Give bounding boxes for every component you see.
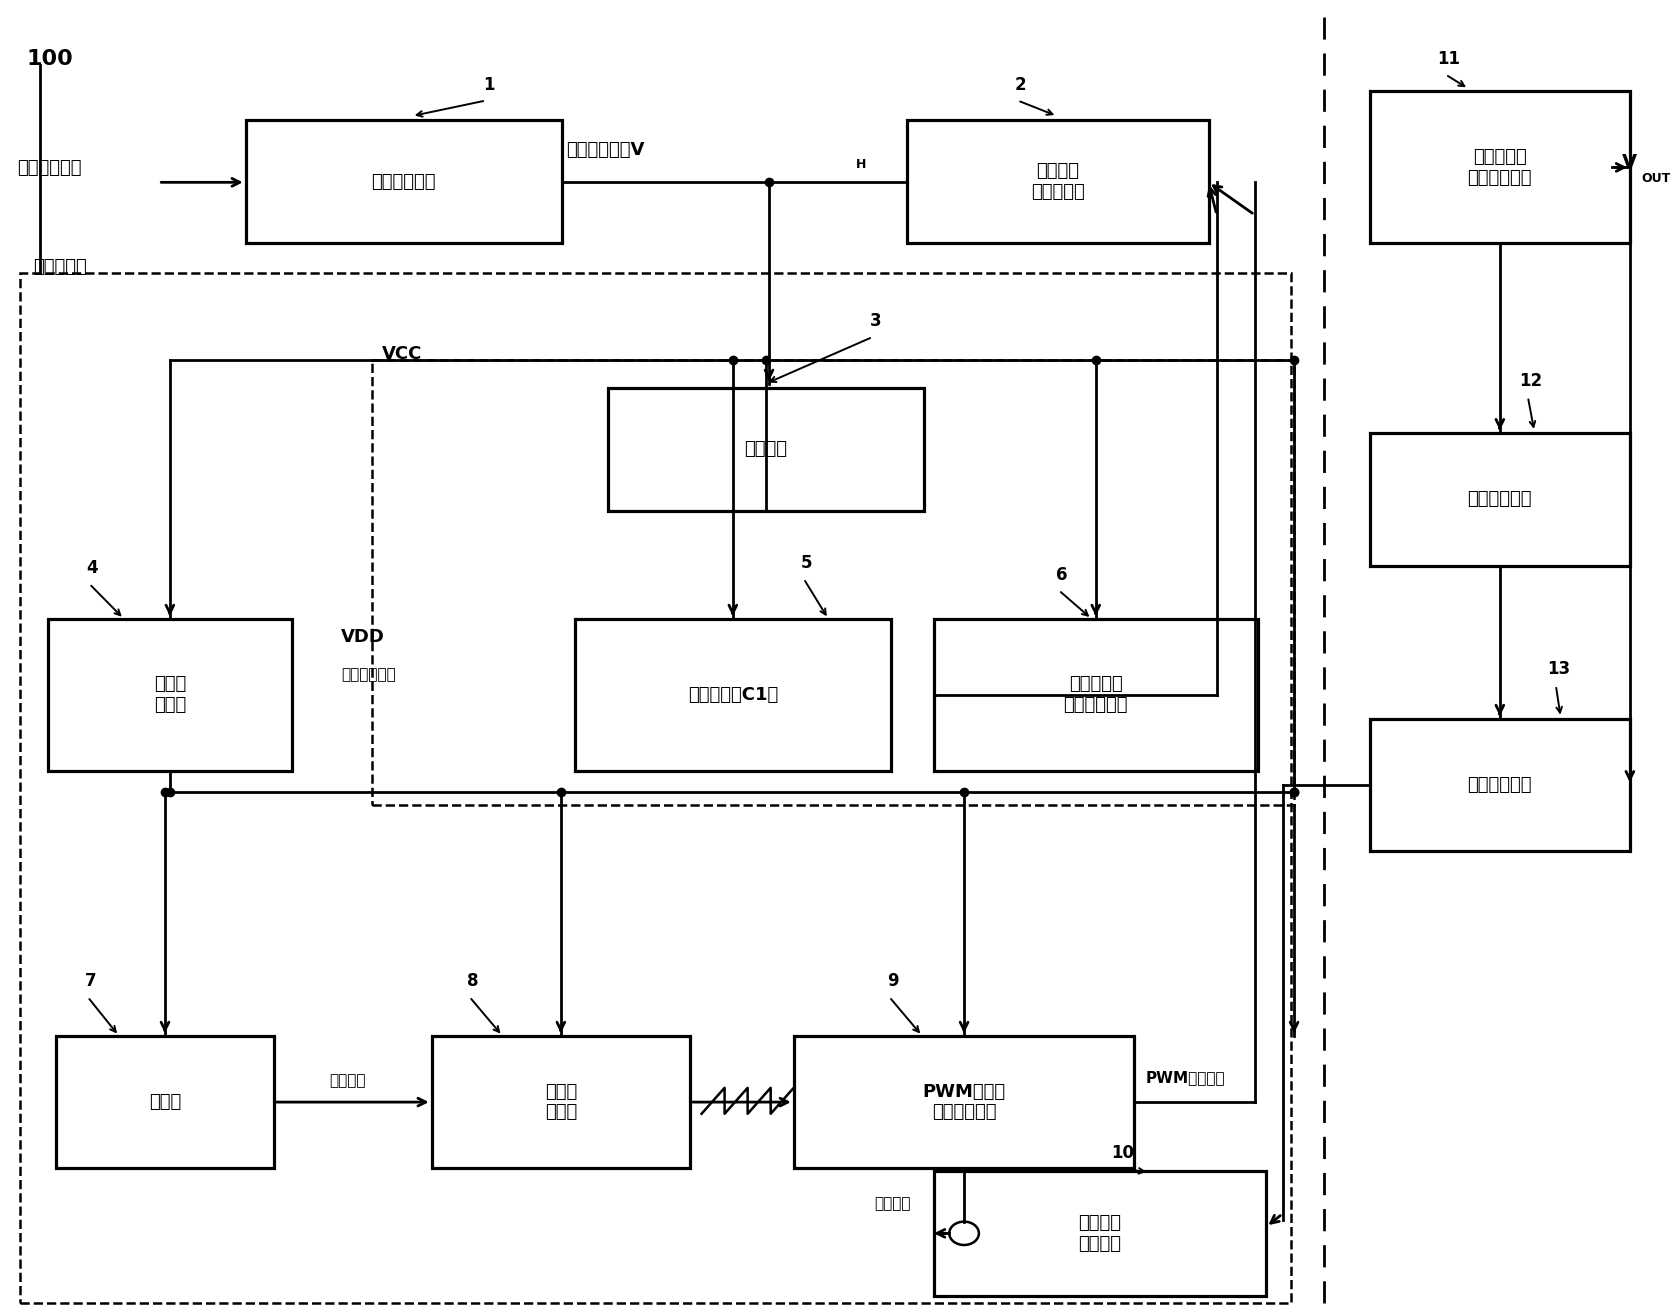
Text: 低压保
护电路: 低压保 护电路 <box>155 675 186 714</box>
Bar <box>57 1036 274 1169</box>
Bar <box>793 1036 1134 1169</box>
Bar <box>1369 718 1630 851</box>
Text: 误差放大电路: 误差放大电路 <box>1468 776 1532 794</box>
Text: PWM控制信号: PWM控制信号 <box>1146 1070 1225 1086</box>
Bar <box>49 618 292 771</box>
Text: PWM信号控
制和驱动电路: PWM信号控 制和驱动电路 <box>922 1083 1006 1121</box>
Text: 直流高压电平V: 直流高压电平V <box>566 140 645 159</box>
Text: VDD: VDD <box>341 628 385 646</box>
Text: 电源电容（C1）: 电源电容（C1） <box>687 685 778 704</box>
Text: 交流市电输入: 交流市电输入 <box>17 159 81 177</box>
Bar <box>934 1171 1267 1296</box>
Text: 辅助线圈及
输出整流电路: 辅助线圈及 输出整流电路 <box>1063 675 1127 714</box>
Text: 2: 2 <box>1015 76 1026 95</box>
Text: 误差取样电路: 误差取样电路 <box>1468 490 1532 508</box>
Text: 9: 9 <box>887 973 899 990</box>
Text: 误差信号: 误差信号 <box>874 1196 911 1211</box>
Bar <box>608 387 924 511</box>
Text: 充电电路: 充电电路 <box>744 440 788 458</box>
Bar <box>20 273 1290 1304</box>
Bar <box>1369 433 1630 566</box>
Text: 振荡器: 振荡器 <box>150 1094 181 1111</box>
Text: 控制电路电源: 控制电路电源 <box>341 667 396 681</box>
Bar <box>432 1036 690 1169</box>
Bar <box>934 618 1258 771</box>
Text: 1: 1 <box>484 76 496 95</box>
Text: 3: 3 <box>870 312 882 331</box>
Text: 7: 7 <box>86 973 97 990</box>
Text: 4: 4 <box>87 559 99 578</box>
Bar <box>575 618 890 771</box>
Bar <box>245 119 561 243</box>
Text: 10: 10 <box>1112 1144 1134 1162</box>
Text: 电源管理器: 电源管理器 <box>34 257 87 276</box>
Bar <box>1369 92 1630 243</box>
Text: 频率控制: 频率控制 <box>329 1073 366 1087</box>
Text: 8: 8 <box>467 973 479 990</box>
Text: 初级线圈
和开关电路: 初级线圈 和开关电路 <box>1032 163 1085 201</box>
Text: 光耦隔离
传输电路: 光耦隔离 传输电路 <box>1079 1215 1121 1253</box>
Bar <box>907 119 1208 243</box>
Text: 锯齿波
发生器: 锯齿波 发生器 <box>544 1083 576 1121</box>
Text: 11: 11 <box>1438 50 1460 68</box>
Text: 6: 6 <box>1057 566 1068 584</box>
Bar <box>373 360 1294 805</box>
Text: H: H <box>857 158 867 171</box>
Text: 次级线圈及
整流滤波电路: 次级线圈及 整流滤波电路 <box>1468 148 1532 186</box>
Text: VCC: VCC <box>383 345 423 362</box>
Text: 5: 5 <box>801 554 813 572</box>
Text: 整流滤波电路: 整流滤波电路 <box>371 173 435 190</box>
Text: 100: 100 <box>27 49 74 68</box>
Text: OUT: OUT <box>1641 172 1670 185</box>
Text: 13: 13 <box>1547 660 1571 679</box>
Text: 12: 12 <box>1519 372 1542 390</box>
Text: V: V <box>1621 154 1636 172</box>
